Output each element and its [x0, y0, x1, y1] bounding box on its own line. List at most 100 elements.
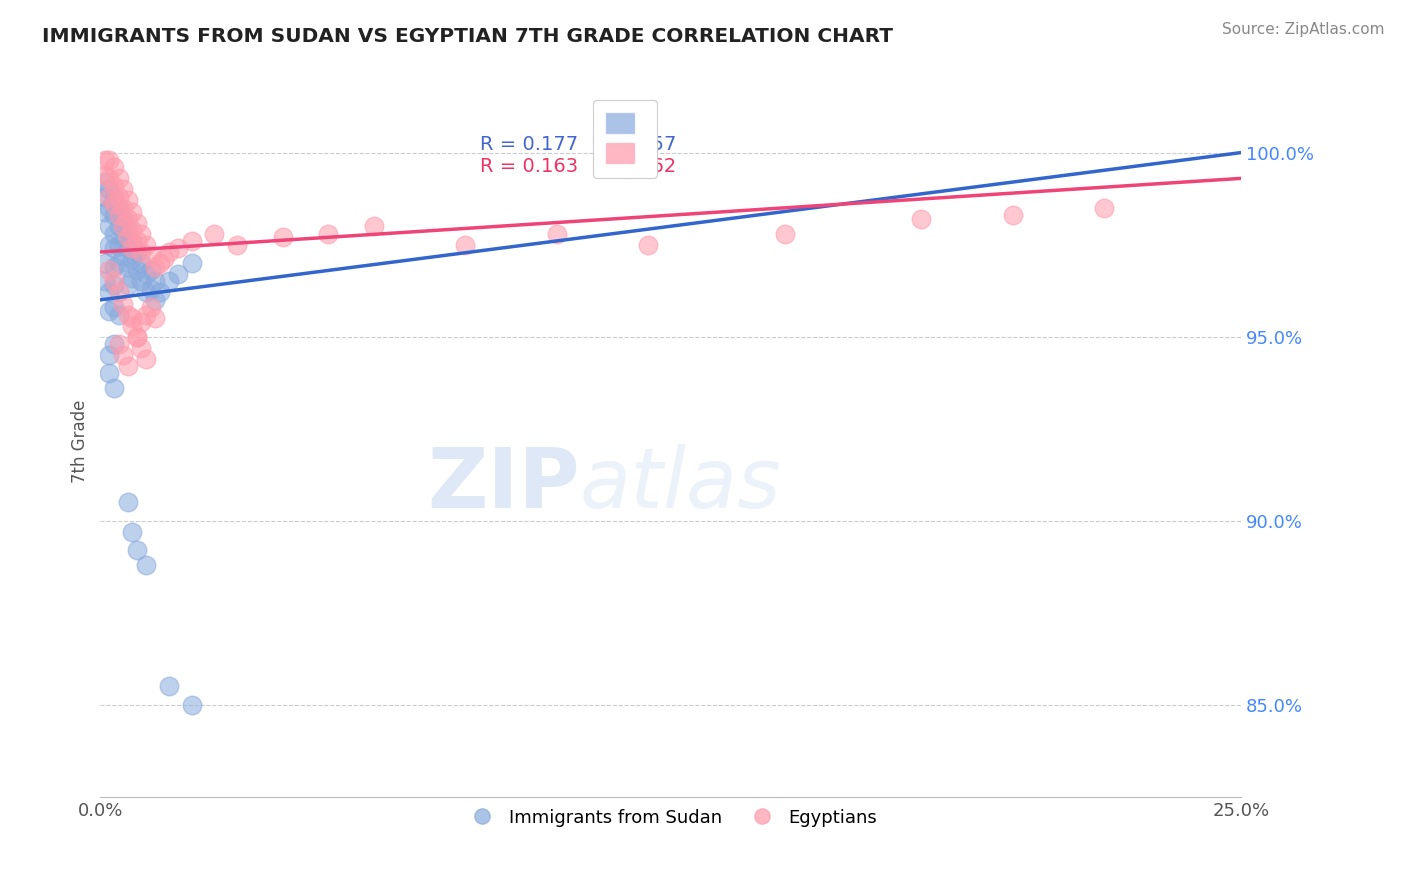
Point — [94, 190, 117, 204]
Point — [363, 219, 385, 234]
Point — [112, 230, 135, 244]
Point — [125, 216, 148, 230]
Point — [125, 329, 148, 343]
Point — [143, 293, 166, 307]
Point — [103, 208, 125, 222]
Text: R = 0.177: R = 0.177 — [479, 135, 578, 154]
Point — [112, 201, 135, 215]
Point — [117, 223, 139, 237]
Point — [98, 190, 121, 204]
Point — [139, 263, 162, 277]
Point — [112, 219, 135, 234]
Point — [117, 211, 139, 226]
Point — [143, 311, 166, 326]
Point — [546, 227, 568, 241]
Point — [226, 237, 249, 252]
Point — [94, 256, 117, 270]
Legend: Immigrants from Sudan, Egyptians: Immigrants from Sudan, Egyptians — [457, 802, 884, 834]
Point — [910, 211, 932, 226]
Point — [94, 153, 117, 167]
Point — [103, 260, 125, 274]
Point — [98, 219, 121, 234]
Point — [135, 351, 157, 366]
Point — [773, 227, 796, 241]
Point — [112, 211, 135, 226]
Point — [103, 278, 125, 293]
Point — [1001, 208, 1024, 222]
Point — [98, 182, 121, 196]
Point — [121, 270, 143, 285]
Text: ZIP: ZIP — [427, 443, 579, 524]
Point — [180, 234, 202, 248]
Point — [107, 190, 129, 204]
Text: atlas: atlas — [579, 443, 780, 524]
Text: N = 57: N = 57 — [607, 135, 676, 154]
Point — [112, 296, 135, 310]
Point — [107, 308, 129, 322]
Point — [125, 245, 148, 260]
Point — [103, 178, 125, 193]
Point — [157, 275, 180, 289]
Point — [117, 359, 139, 373]
Text: IMMIGRANTS FROM SUDAN VS EGYPTIAN 7TH GRADE CORRELATION CHART: IMMIGRANTS FROM SUDAN VS EGYPTIAN 7TH GR… — [42, 27, 893, 45]
Point — [143, 260, 166, 274]
Point — [112, 348, 135, 362]
Point — [131, 256, 153, 270]
Point — [98, 201, 121, 215]
Point — [103, 337, 125, 351]
Point — [135, 308, 157, 322]
Point — [98, 263, 121, 277]
Point — [139, 282, 162, 296]
Point — [139, 249, 162, 263]
Point — [112, 182, 135, 196]
Point — [121, 234, 143, 248]
Point — [202, 227, 225, 241]
Point — [98, 237, 121, 252]
Point — [107, 171, 129, 186]
Point — [139, 300, 162, 314]
Point — [167, 267, 190, 281]
Point — [121, 204, 143, 219]
Point — [98, 304, 121, 318]
Point — [103, 190, 125, 204]
Point — [135, 267, 157, 281]
Point — [103, 197, 125, 211]
Point — [121, 318, 143, 333]
Text: R = 0.163: R = 0.163 — [479, 157, 578, 176]
Point — [117, 260, 139, 274]
Point — [103, 161, 125, 175]
Point — [125, 329, 148, 343]
Point — [157, 245, 180, 260]
Point — [135, 558, 157, 572]
Point — [131, 227, 153, 241]
Point — [117, 308, 139, 322]
Point — [125, 543, 148, 558]
Point — [103, 241, 125, 255]
Y-axis label: 7th Grade: 7th Grade — [72, 400, 89, 483]
Point — [107, 337, 129, 351]
Point — [98, 171, 121, 186]
Point — [107, 201, 129, 215]
Point — [143, 275, 166, 289]
Point — [1092, 201, 1115, 215]
Point — [157, 679, 180, 693]
Point — [135, 237, 157, 252]
Point — [149, 285, 172, 300]
Point — [94, 175, 117, 189]
Point — [637, 237, 659, 252]
Point — [131, 245, 153, 260]
Point — [107, 219, 129, 234]
Point — [112, 249, 135, 263]
Point — [125, 234, 148, 248]
Point — [117, 495, 139, 509]
Point — [121, 241, 143, 255]
Point — [135, 285, 157, 300]
Point — [117, 230, 139, 244]
Point — [98, 348, 121, 362]
Point — [98, 367, 121, 381]
Point — [180, 698, 202, 712]
Point — [103, 381, 125, 395]
Point — [117, 194, 139, 208]
Point — [180, 256, 202, 270]
Point — [98, 285, 121, 300]
